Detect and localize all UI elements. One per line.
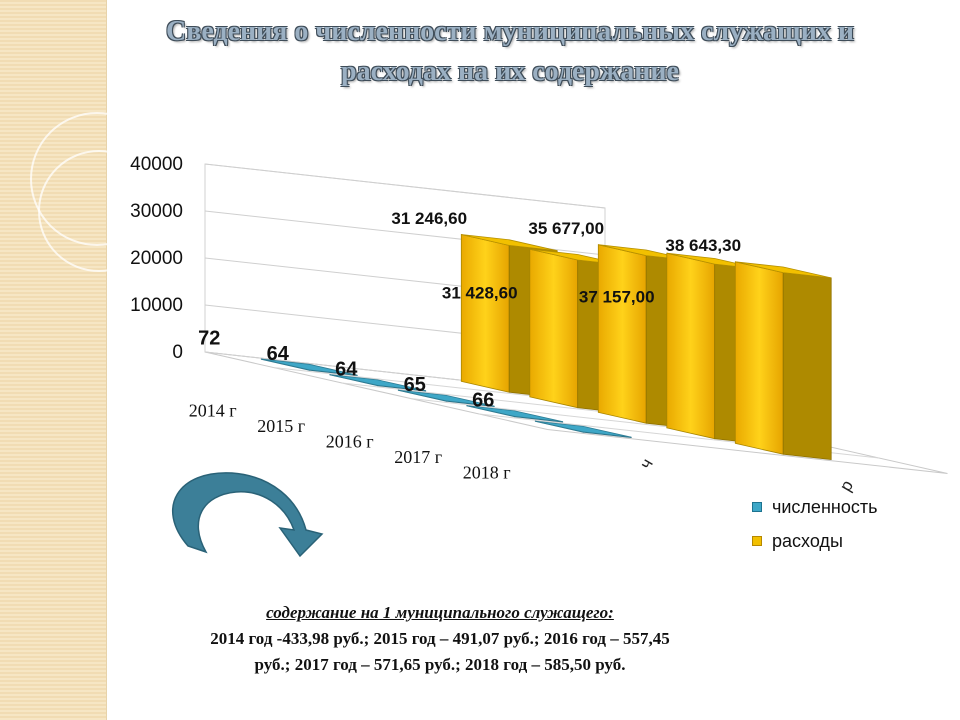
bar-front-face <box>597 244 647 424</box>
data-label: 72 <box>198 327 220 349</box>
category-label: 2018 г <box>463 463 511 483</box>
title-line-1: Сведения о численности муниципальных слу… <box>166 16 854 47</box>
bar-count <box>329 374 427 392</box>
bar-front-face <box>734 261 784 455</box>
category-label: 2015 г <box>257 416 305 436</box>
data-label: 38 643,30 <box>665 236 741 255</box>
footer-note: содержание на 1 муниципального служащего… <box>110 600 770 678</box>
chart-data-labels: 72 64 64 65 66 31 246,60 31 428,60 35 677,00 37 … <box>198 209 741 412</box>
depth-axis-label: ч <box>636 455 657 472</box>
bar-top-face <box>466 405 563 423</box>
depth-axis-labels: чр <box>636 455 857 494</box>
footer-heading: содержание на 1 муниципального служащего… <box>266 603 614 622</box>
footer-line-1: 2014 год -433,98 руб.; 2015 год – 491,07… <box>210 629 670 648</box>
data-label: 37 157,00 <box>579 288 655 307</box>
category-label: 2017 г <box>394 447 442 467</box>
chart-bars <box>260 233 832 460</box>
decorative-ring <box>38 150 160 272</box>
bar-count <box>466 405 564 423</box>
x-axis-category-labels: 2014 г 2015 г 2016 г 2017 г 2018 г <box>189 401 511 483</box>
bar-top-face <box>461 234 558 252</box>
data-label: 64 <box>335 358 358 380</box>
data-label: 64 <box>267 343 290 365</box>
legend-item-expenses: расходы <box>752 524 877 558</box>
legend-swatch-blue <box>752 502 762 512</box>
bar-side-face <box>782 272 832 460</box>
decorative-side-band <box>0 0 164 720</box>
title-line-2: расходах на их содержание <box>341 56 679 87</box>
y-tick-label: 40000 <box>130 154 183 175</box>
category-label: 2016 г <box>326 432 374 452</box>
footer-line-2: руб.; 2017 год – 571,65 руб.; 2018 год –… <box>254 655 626 674</box>
bar-front-face <box>529 248 579 409</box>
bar-count <box>397 389 495 407</box>
y-tick-label: 10000 <box>130 295 183 316</box>
y-tick-label: 30000 <box>130 201 183 222</box>
bar-front-face <box>460 233 510 393</box>
bar-count <box>534 420 632 438</box>
bar-top-face <box>535 420 632 438</box>
gridline <box>204 163 606 209</box>
page-title: Сведения о численности муниципальных слу… <box>110 12 910 92</box>
bar-expenses <box>734 261 832 460</box>
bar-top-face <box>735 261 832 279</box>
bar-count <box>260 358 358 376</box>
y-tick-label: 0 <box>172 342 183 363</box>
y-axis-ticks: 0 10000 20000 30000 40000 <box>130 154 183 363</box>
data-label: 65 <box>404 374 426 396</box>
bar-front-face <box>666 252 716 440</box>
legend-label: численность <box>772 496 878 517</box>
y-tick-label: 20000 <box>130 248 183 269</box>
data-label: 31 428,60 <box>442 283 518 302</box>
data-label: 35 677,00 <box>528 219 604 238</box>
bar-top-face <box>398 389 495 407</box>
bar-top-face <box>261 358 358 376</box>
legend-item-count: численность <box>752 490 877 524</box>
category-label: 2014 г <box>189 401 237 421</box>
data-label: 31 246,60 <box>391 209 467 228</box>
data-label: 66 <box>472 389 494 411</box>
legend-swatch-gold <box>752 536 762 546</box>
curved-arrow-down-icon <box>171 472 324 558</box>
chart-legend: численность расходы <box>752 490 877 558</box>
bar-top-face <box>329 374 426 392</box>
legend-label: расходы <box>772 530 843 551</box>
